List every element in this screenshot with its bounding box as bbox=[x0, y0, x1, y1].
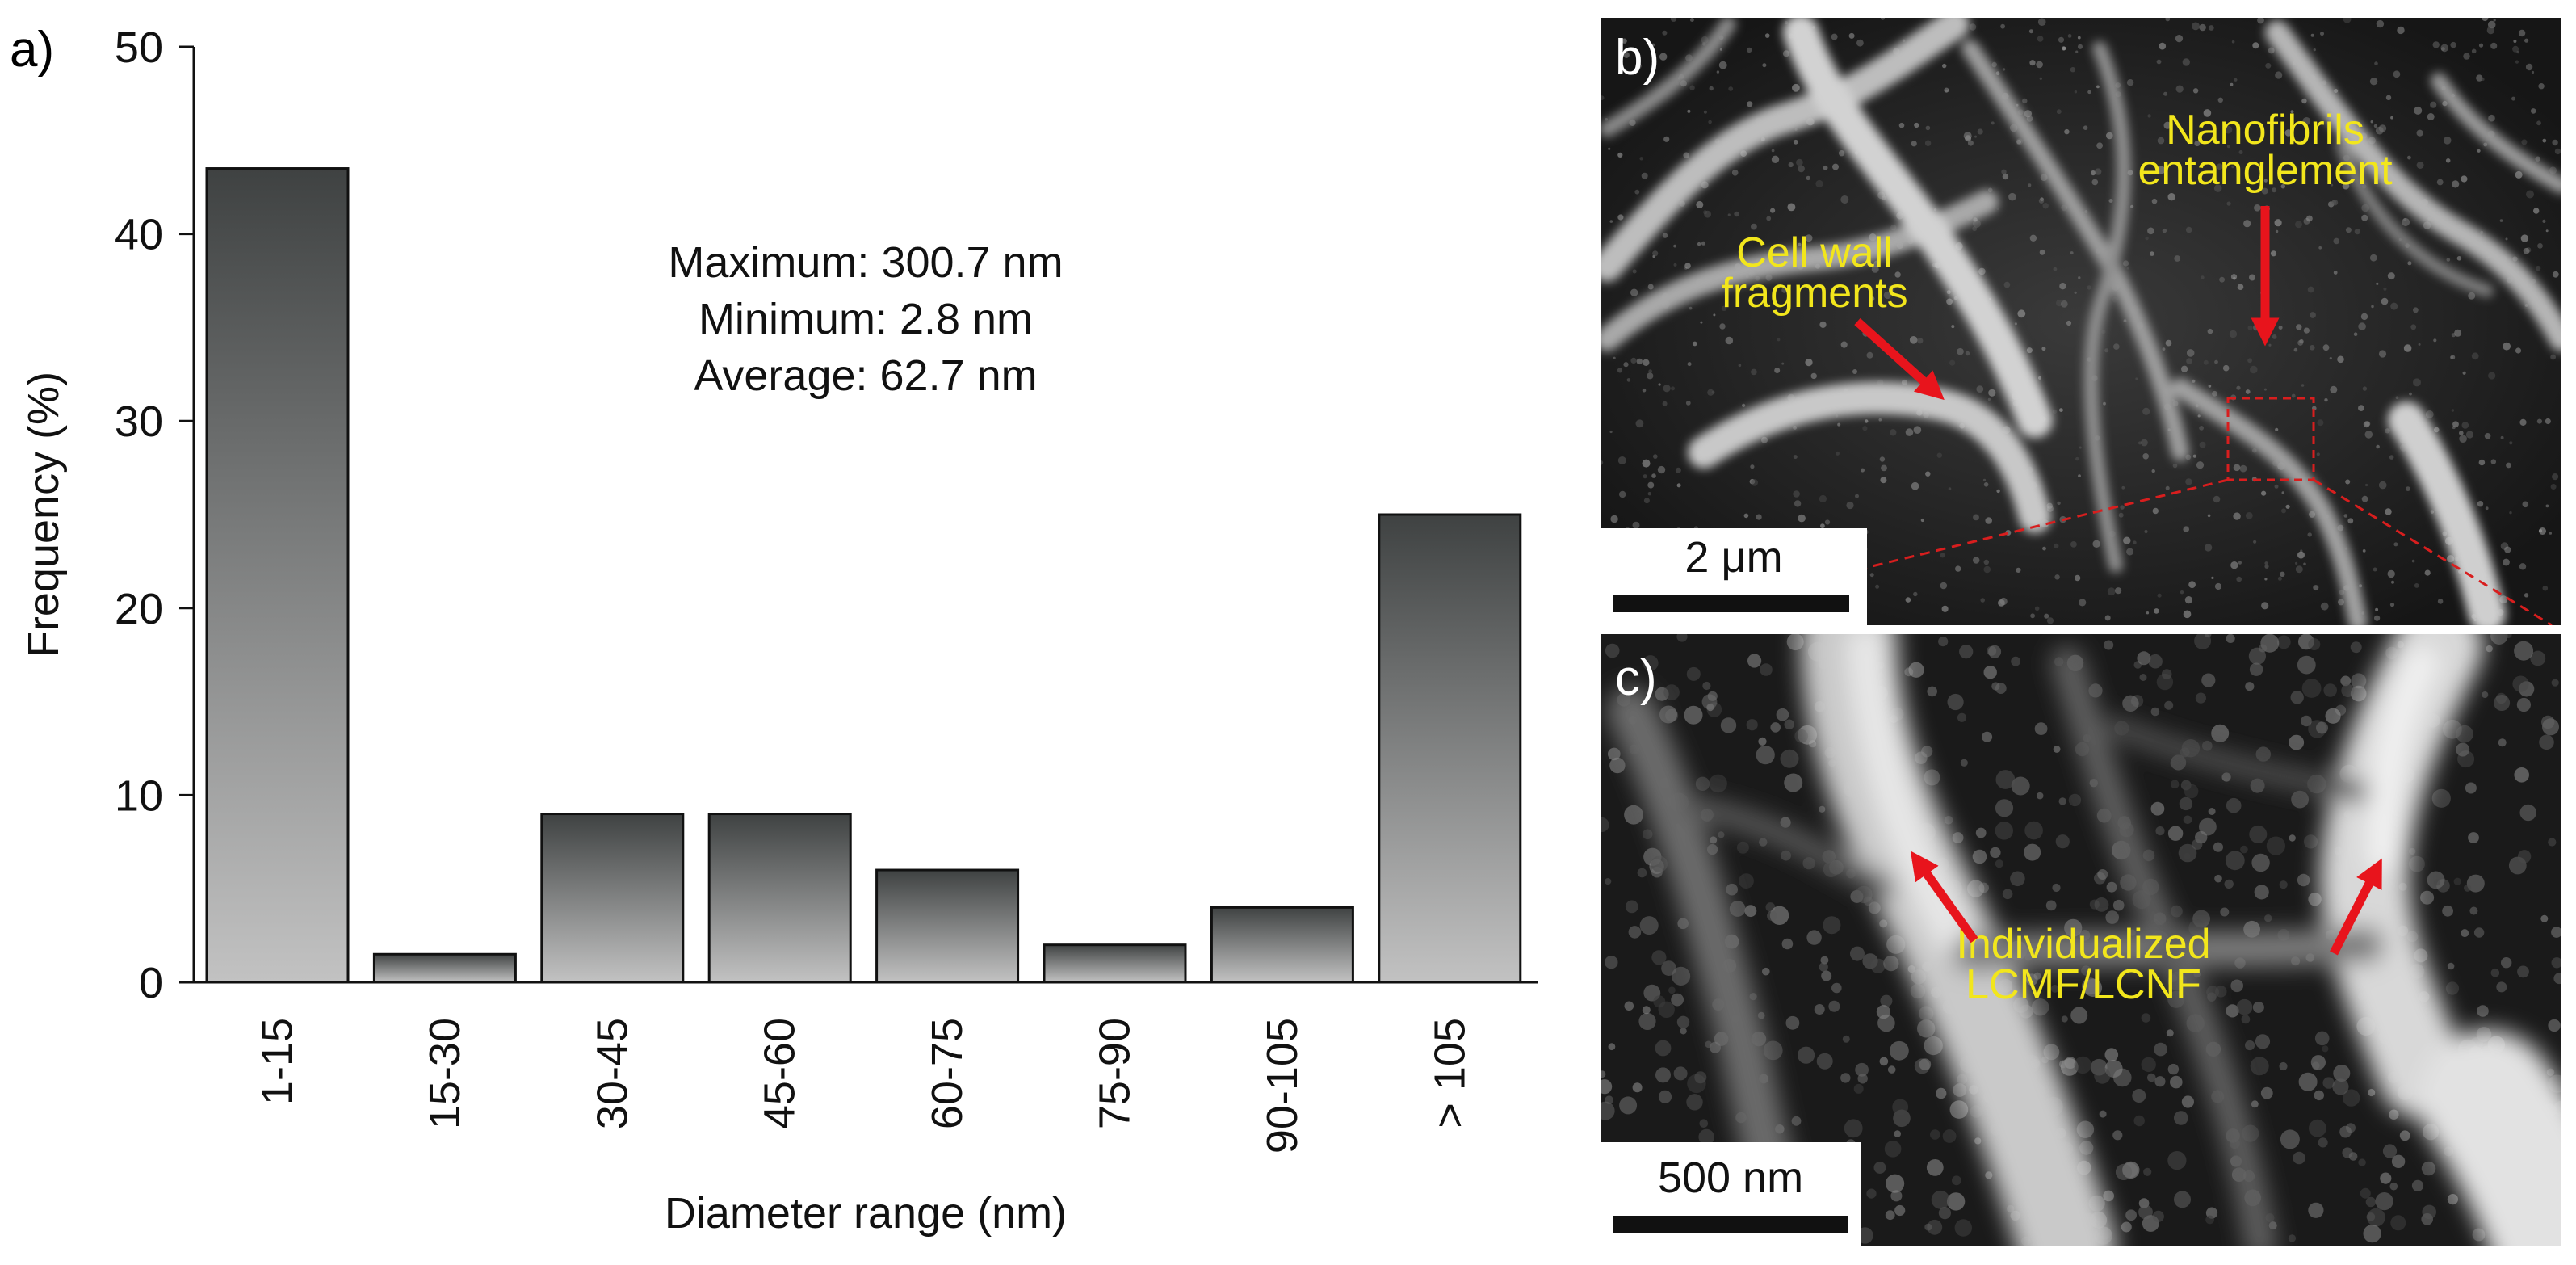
label-entanglement: entanglement bbox=[2138, 147, 2393, 194]
scale-bar-c bbox=[1613, 1216, 1848, 1233]
bar-15-30 bbox=[372, 952, 517, 984]
label-fragments: fragments bbox=[1721, 270, 1907, 317]
zoom-region-box bbox=[2226, 397, 2315, 481]
arrow-cell-wall bbox=[1854, 317, 1945, 401]
bar-75-90 bbox=[1043, 943, 1187, 984]
label-cell-wall: Cell wall bbox=[1736, 229, 1893, 276]
bars-group bbox=[205, 167, 1522, 984]
x-tick-label: 45-60 bbox=[756, 1018, 804, 1129]
bar-60-75 bbox=[875, 868, 1020, 984]
zoom-guide-line-right bbox=[2313, 478, 2553, 625]
annotation-average: Average: 62.7 nm bbox=[694, 351, 1037, 400]
arrow-individualized-right bbox=[2330, 858, 2382, 956]
x-tick-label: 75-90 bbox=[1091, 1018, 1139, 1129]
scale-bar-label-c: 500 nm bbox=[1658, 1154, 1803, 1202]
x-tick-labels: 1-15 15-30 30-45 45-60 60-75 75-90 90-105 > 105 bbox=[254, 1018, 1475, 1154]
y-tick-label: 0 bbox=[139, 959, 163, 1007]
label-nanofibrils: Nanofibrils bbox=[2166, 107, 2364, 153]
bar-1-15 bbox=[205, 167, 350, 984]
label-individualized: Individualized bbox=[1956, 921, 2210, 968]
scale-bar-label-b: 2 μm bbox=[1684, 533, 1782, 582]
panel-separator bbox=[1601, 625, 2561, 634]
x-axis-label: Diameter range (nm) bbox=[665, 1189, 1067, 1238]
y-tick-label: 50 bbox=[115, 23, 163, 72]
y-tick-labels: 0 10 20 30 40 50 bbox=[115, 23, 194, 1007]
annotation-maximum: Maximum: 300.7 nm bbox=[668, 238, 1063, 287]
sem-fibrils-c bbox=[1607, 634, 2561, 1246]
stats-annotation: Maximum: 300.7 nm Minimum: 2.8 nm Averag… bbox=[668, 238, 1063, 400]
scale-bar-b bbox=[1613, 595, 1849, 612]
y-tick-label: 30 bbox=[115, 397, 163, 446]
y-axis-label: Frequency (%) bbox=[19, 372, 68, 658]
annotation-minimum: Minimum: 2.8 nm bbox=[699, 295, 1033, 343]
zoom-guide-line-left bbox=[1808, 478, 2229, 583]
x-tick-label: 30-45 bbox=[588, 1018, 636, 1129]
panel-label-b: b) bbox=[1615, 30, 1659, 86]
x-tick-label: 90-105 bbox=[1258, 1018, 1307, 1154]
y-tick-label: 10 bbox=[115, 771, 163, 820]
x-tick-label: 1-15 bbox=[254, 1018, 302, 1105]
x-tick-label: 15-30 bbox=[421, 1018, 469, 1129]
arrow-individualized-left bbox=[1910, 851, 1978, 943]
bar-90-105 bbox=[1210, 906, 1354, 984]
y-tick-label: 20 bbox=[115, 585, 163, 633]
panel-label-a: a) bbox=[10, 22, 54, 78]
x-tick-label: > 105 bbox=[1425, 1018, 1474, 1128]
panel-label-c: c) bbox=[1615, 650, 1657, 706]
y-tick-label: 40 bbox=[115, 211, 163, 259]
bar-105 bbox=[1378, 513, 1522, 984]
bar-45-60 bbox=[707, 813, 852, 984]
bar-30-45 bbox=[540, 813, 685, 984]
sem-image-c: c) Individualized LCMF/LCNF 500 nm bbox=[1601, 634, 2561, 1246]
label-lcmf-lcnf: LCMF/LCNF bbox=[1966, 961, 2201, 1008]
histogram-chart: a) 1-15 15-30 30-45 45-60 60-75 75-90 90-105 > … bbox=[10, 22, 1538, 1238]
sem-image-b: b) Nanofibrils entanglement Cell wall fr… bbox=[1601, 18, 2561, 632]
sem-fibrils-b bbox=[1601, 18, 2561, 625]
x-tick-label: 60-75 bbox=[923, 1018, 971, 1129]
